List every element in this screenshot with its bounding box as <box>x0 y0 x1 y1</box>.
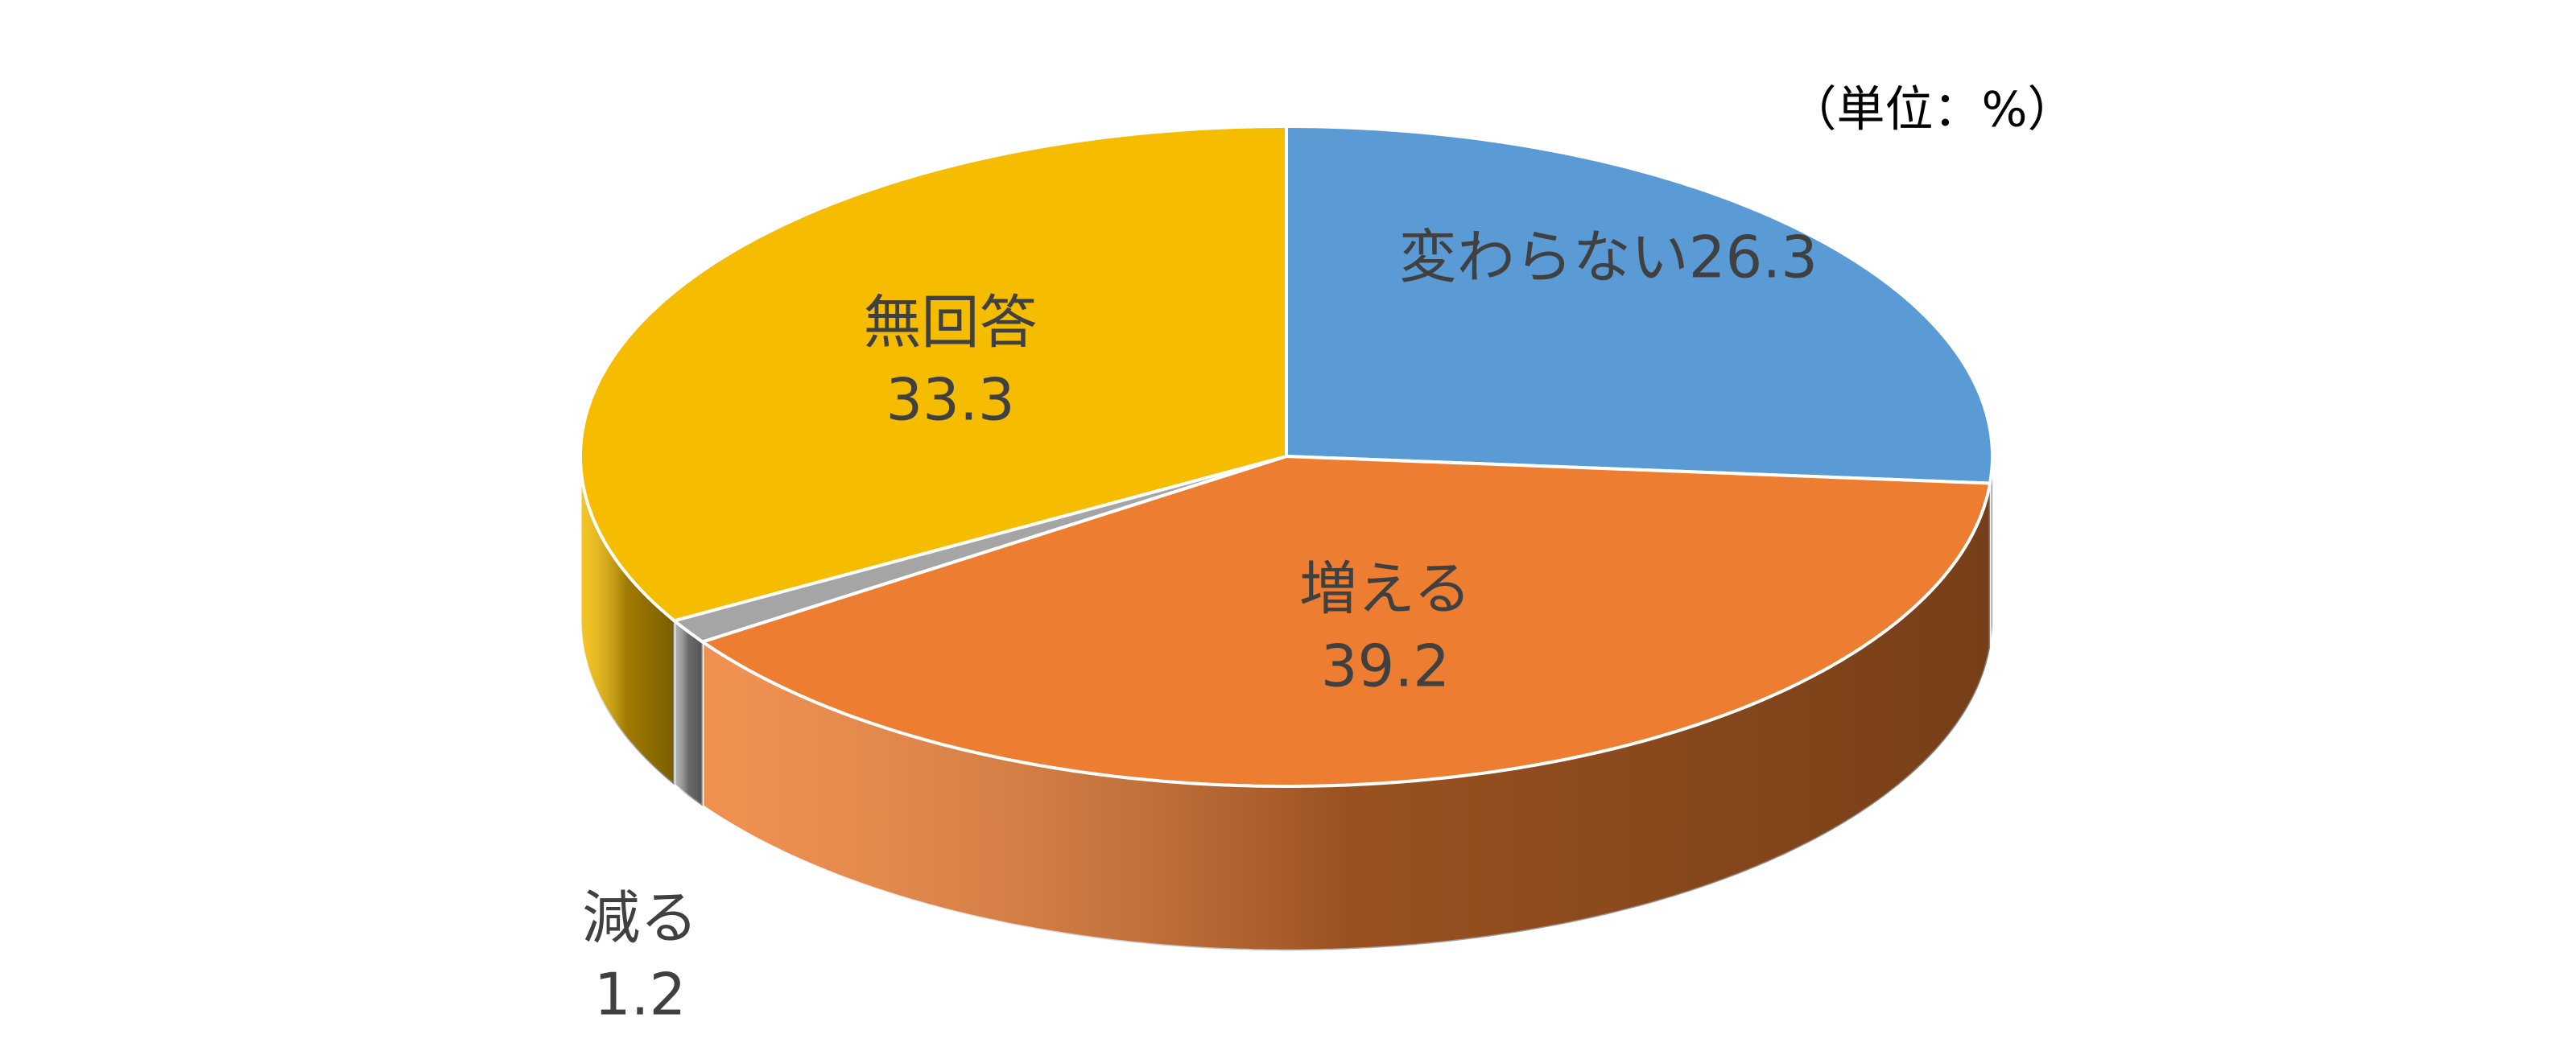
slice <box>671 455 1287 644</box>
slice-side-shade <box>702 483 1991 950</box>
slice <box>1285 125 1994 485</box>
data-label-value: 33.3 <box>886 366 1014 434</box>
data-label-name: 無回答 <box>864 289 1038 357</box>
data-label: 変わらない26.3 <box>1399 223 1818 291</box>
data-label-name: 減る <box>582 884 698 951</box>
data-label-name: 変わらない <box>1399 223 1689 291</box>
data-label-name: 増える <box>1299 555 1472 623</box>
slice-side-shade <box>580 456 675 785</box>
data-label-value: 26.3 <box>1689 223 1818 291</box>
slice <box>699 454 1992 788</box>
data-label-value: 1.2 <box>594 960 687 1028</box>
data-label-value: 39.2 <box>1321 633 1450 700</box>
slice-side-shade <box>674 620 703 806</box>
unit-note: （単位：%） <box>1788 82 2075 138</box>
slice <box>579 125 1288 623</box>
